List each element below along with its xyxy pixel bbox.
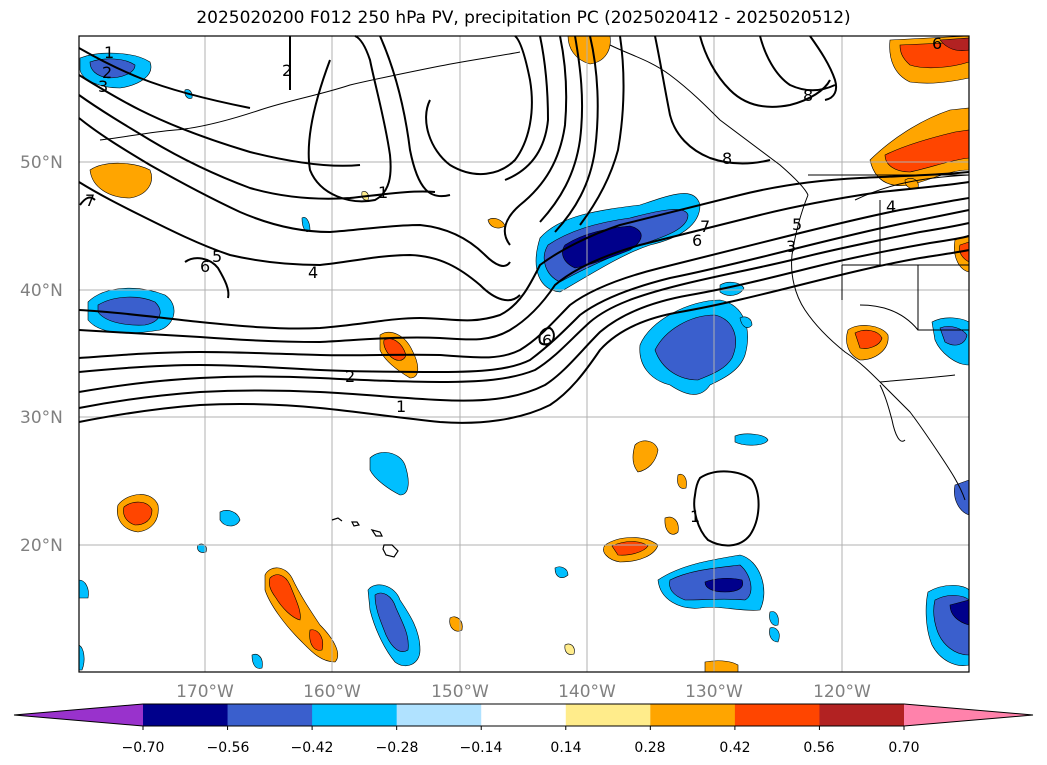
contour-label: 6: [542, 331, 552, 350]
contour-labels: 1 2 3 2 1 6 5 4 2 1 6 7 6 5 3 8 8 4 6 1 …: [85, 34, 942, 526]
colorbar-segment: [481, 704, 567, 726]
lon-label: 150°W: [431, 682, 489, 702]
lon-label: 140°W: [558, 682, 616, 702]
contour-label: 1: [396, 397, 406, 416]
lat-label: 40°N: [20, 281, 63, 301]
contour-label: 8: [803, 86, 813, 105]
hawaii-islands: [331, 517, 399, 558]
contour-label: 3: [98, 77, 108, 96]
contour-label: 5: [212, 247, 222, 266]
contour-label: 2: [345, 367, 355, 386]
colorbar-segment: [650, 704, 736, 726]
contour-label: 2: [282, 61, 292, 80]
colorbar-tick-label: 0.70: [888, 740, 919, 756]
colorbar-segment: [734, 704, 820, 726]
lon-label: 170°W: [176, 682, 234, 702]
contour-label: 4: [308, 263, 318, 282]
colorbar: [13, 703, 1034, 730]
graticule: [79, 36, 969, 672]
lon-labels: 170°W 160°W 150°W 140°W 130°W 120°W: [176, 682, 871, 702]
contour-label: 4: [886, 197, 896, 216]
chart-title: 2025020200 F012 250 hPa PV, precipitatio…: [196, 8, 851, 28]
contour-label: 7: [700, 217, 710, 236]
lat-label: 20°N: [20, 536, 63, 556]
colorbar-tick-label: −0.42: [291, 740, 334, 756]
colorbar-tick-label: −0.28: [376, 740, 419, 756]
colorbar-tick-label: 0.28: [634, 740, 665, 756]
contour-label: 1: [690, 507, 700, 526]
colorbar-segment: [14, 704, 143, 726]
colorbar-segment: [904, 704, 1033, 726]
colorbar-segment: [396, 704, 482, 726]
contour-label: 7: [85, 191, 95, 210]
contour-label: 5: [792, 215, 802, 234]
map-background: [79, 36, 969, 672]
colorbar-segment: [312, 704, 398, 726]
colorbar-tick-label: 0.42: [719, 740, 750, 756]
lat-label: 30°N: [20, 408, 63, 428]
lon-label: 160°W: [303, 682, 361, 702]
colorbar-tick-label: −0.14: [460, 740, 503, 756]
colorbar-tick-labels: −0.70 −0.56 −0.42 −0.28 −0.14 0.14 0.28 …: [122, 740, 920, 756]
contour-label: 6: [692, 231, 702, 250]
pv-contours: [78, 35, 970, 547]
map-frame: [78, 35, 970, 673]
colorbar-segment: [227, 704, 313, 726]
contour-label: 6: [932, 34, 942, 53]
contour-label: 3: [786, 237, 796, 256]
colorbar-tick-label: −0.56: [207, 740, 250, 756]
contour-label: 1: [104, 43, 114, 62]
contour-label: 1: [378, 183, 388, 202]
lat-label: 50°N: [20, 153, 63, 173]
colorbar-tick-label: −0.70: [122, 740, 165, 756]
colorbar-segment: [565, 704, 651, 726]
lon-label: 130°W: [685, 682, 743, 702]
contour-label: 2: [102, 63, 112, 82]
colorbar-tick-label: 0.56: [803, 740, 834, 756]
lat-labels: 50°N 40°N 30°N 20°N: [20, 153, 63, 556]
contour-label: 6: [200, 257, 210, 276]
contour-label: 8: [722, 149, 732, 168]
colorbar-tick-label: 0.14: [550, 740, 581, 756]
colorbar-segment: [143, 704, 229, 726]
colorbar-segment: [819, 704, 905, 726]
coastlines: [99, 44, 970, 501]
lon-label: 120°W: [813, 682, 871, 702]
